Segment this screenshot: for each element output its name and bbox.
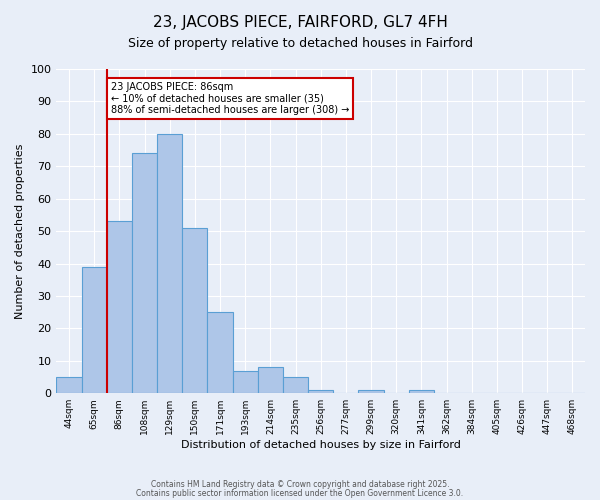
Bar: [358, 390, 383, 393]
Text: 23, JACOBS PIECE, FAIRFORD, GL7 4FH: 23, JACOBS PIECE, FAIRFORD, GL7 4FH: [152, 15, 448, 30]
Bar: [132, 154, 157, 393]
Bar: [308, 390, 333, 393]
Bar: [208, 312, 233, 393]
Bar: [258, 368, 283, 393]
Text: Size of property relative to detached houses in Fairford: Size of property relative to detached ho…: [128, 38, 473, 51]
Bar: [182, 228, 208, 393]
Y-axis label: Number of detached properties: Number of detached properties: [15, 144, 25, 319]
Text: Contains HM Land Registry data © Crown copyright and database right 2025.: Contains HM Land Registry data © Crown c…: [151, 480, 449, 489]
Bar: [233, 370, 258, 393]
Bar: [82, 267, 107, 393]
Bar: [56, 377, 82, 393]
Text: 23 JACOBS PIECE: 86sqm
← 10% of detached houses are smaller (35)
88% of semi-det: 23 JACOBS PIECE: 86sqm ← 10% of detached…: [110, 82, 349, 115]
X-axis label: Distribution of detached houses by size in Fairford: Distribution of detached houses by size …: [181, 440, 461, 450]
Bar: [107, 222, 132, 393]
Bar: [409, 390, 434, 393]
Bar: [157, 134, 182, 393]
Text: Contains public sector information licensed under the Open Government Licence 3.: Contains public sector information licen…: [136, 488, 464, 498]
Bar: [283, 377, 308, 393]
